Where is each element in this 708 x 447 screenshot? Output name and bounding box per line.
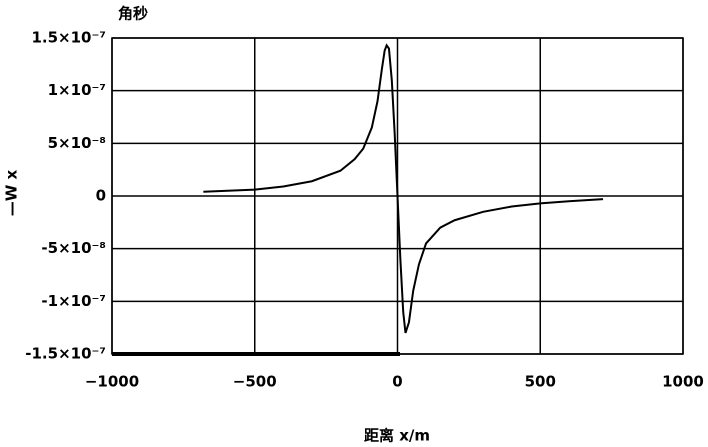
x-tick-label: −500 [233,373,277,391]
x-tick-label: 500 [525,373,556,391]
y-tick-label: -1.5×10⁻⁷ [25,345,106,363]
y-axis-title: —W x [3,169,21,216]
y-tick-label: -1×10⁻⁷ [41,292,106,310]
x-axis-title: 距离 x/m [364,427,430,445]
y-tick-label: 0 [96,187,106,205]
x-tick-label: 0 [392,373,402,391]
unit-label: 角秒 [118,5,148,23]
y-tick-label: -5×10⁻⁸ [41,239,106,257]
data-line [203,43,604,334]
y-tick-label: 1×10⁻⁷ [48,81,106,99]
y-tick-label: 1.5×10⁻⁷ [31,29,106,47]
x-tick-label: −1000 [85,373,139,391]
x-tick-label: 1000 [662,373,704,391]
y-tick-label: 5×10⁻⁸ [48,134,106,152]
